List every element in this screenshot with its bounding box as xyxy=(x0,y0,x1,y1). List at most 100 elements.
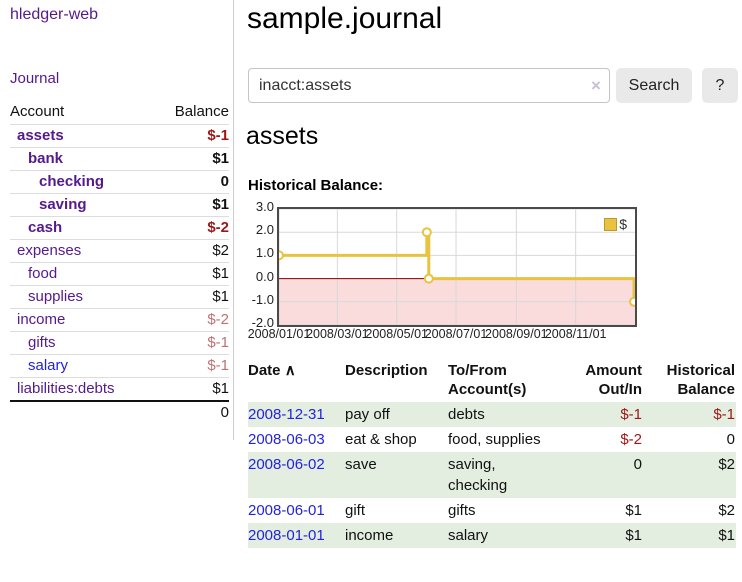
transaction-date-link[interactable]: 2008-06-03 xyxy=(248,431,325,448)
account-link[interactable]: income xyxy=(17,311,66,328)
accounts-total-spacer xyxy=(10,400,155,423)
account-row: salary $-1 xyxy=(10,354,229,378)
account-link[interactable]: supplies xyxy=(28,288,84,305)
search-input[interactable] xyxy=(248,68,610,103)
transaction-description: eat & shop xyxy=(345,431,417,448)
x-axis-tick-label: 2008/07/01 xyxy=(424,327,488,341)
account-balance: $-1 xyxy=(207,334,229,351)
chart-plot-area: $ xyxy=(277,207,637,327)
account-link[interactable]: liabilities:debts xyxy=(17,380,115,397)
transaction-accounts: food, supplies xyxy=(448,431,541,448)
transaction-amount: $1 xyxy=(625,502,642,519)
account-link[interactable]: expenses xyxy=(17,242,82,259)
account-balance: $1 xyxy=(212,150,229,167)
transaction-description: save xyxy=(345,452,448,498)
accounts-total-row: 0 xyxy=(10,400,229,423)
legend-swatch-icon xyxy=(604,217,618,231)
account-row: checking 0 xyxy=(10,170,229,194)
accounts-header-account: Account xyxy=(10,103,65,120)
register-header-amount: Amount Out/In xyxy=(585,362,642,398)
transaction-date-link[interactable]: 2008-06-02 xyxy=(248,456,325,473)
transaction-description: pay off xyxy=(345,402,448,427)
page-title: sample.journal xyxy=(247,2,443,35)
transaction-amount: $1 xyxy=(560,523,643,548)
transaction-accounts: saving, checking xyxy=(448,452,560,498)
chart-canvas xyxy=(279,209,635,325)
y-axis-tick-label: 2.0 xyxy=(255,222,274,238)
sort-ascending-icon: ∧ xyxy=(284,362,296,379)
account-row: saving $1 xyxy=(10,193,229,217)
account-row: supplies $1 xyxy=(10,285,229,309)
account-link[interactable]: bank xyxy=(28,150,64,167)
transaction-row: 2008-06-01 gift gifts $1 $2 xyxy=(248,498,736,523)
account-balance: $-2 xyxy=(207,219,229,236)
transaction-balance: $2 xyxy=(643,452,736,498)
transaction-date-link[interactable]: 2008-12-31 xyxy=(248,406,325,423)
account-balance: $-2 xyxy=(207,311,229,328)
app-title-link[interactable]: hledger-web xyxy=(10,6,99,23)
account-row: liabilities:debts $1 xyxy=(10,377,229,401)
transaction-row: 2008-06-03 eat & shop food, supplies $-2… xyxy=(248,427,736,452)
transaction-balance: $1 xyxy=(643,523,736,548)
transaction-date-link[interactable]: 2008-01-01 xyxy=(248,527,325,544)
account-balance: $-1 xyxy=(207,357,229,374)
search-help-button[interactable]: ? xyxy=(702,68,738,103)
account-balance: $1 xyxy=(212,288,229,305)
account-row: assets $-1 xyxy=(10,124,229,148)
account-heading: assets xyxy=(246,122,319,150)
account-row: bank $1 xyxy=(10,147,229,171)
register-header-row: Date ∧ Description To/From Account(s) Am… xyxy=(248,361,736,402)
y-axis-tick-label: 0.0 xyxy=(255,268,274,284)
x-axis-tick-label: 2008/05/01 xyxy=(365,327,428,341)
sidebar-item-journal[interactable]: Journal xyxy=(10,70,60,87)
transaction-accounts: salary xyxy=(448,523,560,548)
historical-balance-chart: $ 3.0 2.0 1.0 0.0 -1.0 -2.0 2008/01/01 2008/03/… xyxy=(247,199,668,345)
account-link[interactable]: saving xyxy=(39,196,87,213)
account-balance: $1 xyxy=(212,380,229,397)
account-link[interactable]: salary xyxy=(28,357,69,374)
register-header-description: Description xyxy=(345,362,428,379)
x-axis-tick-label: 2008/09/01 xyxy=(485,327,548,341)
register-header-balance: Historical Balance xyxy=(666,362,735,398)
y-axis-tick-label: 3.0 xyxy=(255,199,274,214)
account-link[interactable]: checking xyxy=(39,173,105,190)
account-balance: $-1 xyxy=(207,127,229,144)
y-axis-tick-label: -2.0 xyxy=(251,315,274,330)
search-button[interactable]: Search xyxy=(616,68,692,103)
account-link[interactable]: assets xyxy=(17,127,64,144)
transaction-date-link[interactable]: 2008-06-01 xyxy=(248,502,325,519)
register-header-accounts: To/From Account(s) xyxy=(448,362,527,398)
x-axis-tick-label: 2008/03/01 xyxy=(306,327,369,341)
account-balance: 0 xyxy=(220,173,229,190)
account-row: income $-2 xyxy=(10,308,229,332)
transaction-amount: 0 xyxy=(560,452,643,498)
clear-search-icon[interactable]: × xyxy=(591,76,601,95)
transaction-amount: $-2 xyxy=(620,431,642,448)
transaction-balance: $2 xyxy=(718,502,735,519)
transaction-row: 2008-01-01 income salary $1 $1 xyxy=(248,523,736,548)
transaction-description: gift xyxy=(345,502,366,519)
x-axis-tick-label: 2008/01/01 xyxy=(247,327,311,341)
y-axis-tick-label: 1.0 xyxy=(255,245,274,261)
account-balance: $1 xyxy=(212,196,229,213)
y-axis-tick-label: -1.0 xyxy=(251,291,274,307)
account-link[interactable]: food xyxy=(28,265,58,282)
register-table: Date ∧ Description To/From Account(s) Am… xyxy=(248,361,736,548)
accounts-header-row: Account Balance xyxy=(10,101,229,125)
chart-legend: $ xyxy=(604,216,627,232)
account-link[interactable]: cash xyxy=(28,219,63,236)
account-link[interactable]: gifts xyxy=(28,334,56,351)
account-row: cash $-2 xyxy=(10,216,229,240)
legend-series-label: $ xyxy=(619,216,627,232)
chart-section-label: Historical Balance: xyxy=(248,177,384,194)
transaction-row: 2008-06-02 save saving, checking 0 $2 xyxy=(248,452,736,498)
x-axis-tick-label: 2008/11/01 xyxy=(544,327,607,341)
transaction-accounts: gifts xyxy=(448,502,476,519)
account-row: expenses $2 xyxy=(10,239,229,263)
register-header-date[interactable]: Date ∧ xyxy=(248,362,296,379)
account-balance: $1 xyxy=(212,265,229,282)
sidebar-divider xyxy=(233,0,234,440)
accounts-total-value: 0 xyxy=(154,400,229,423)
accounts-header-balance: Balance xyxy=(174,103,229,120)
